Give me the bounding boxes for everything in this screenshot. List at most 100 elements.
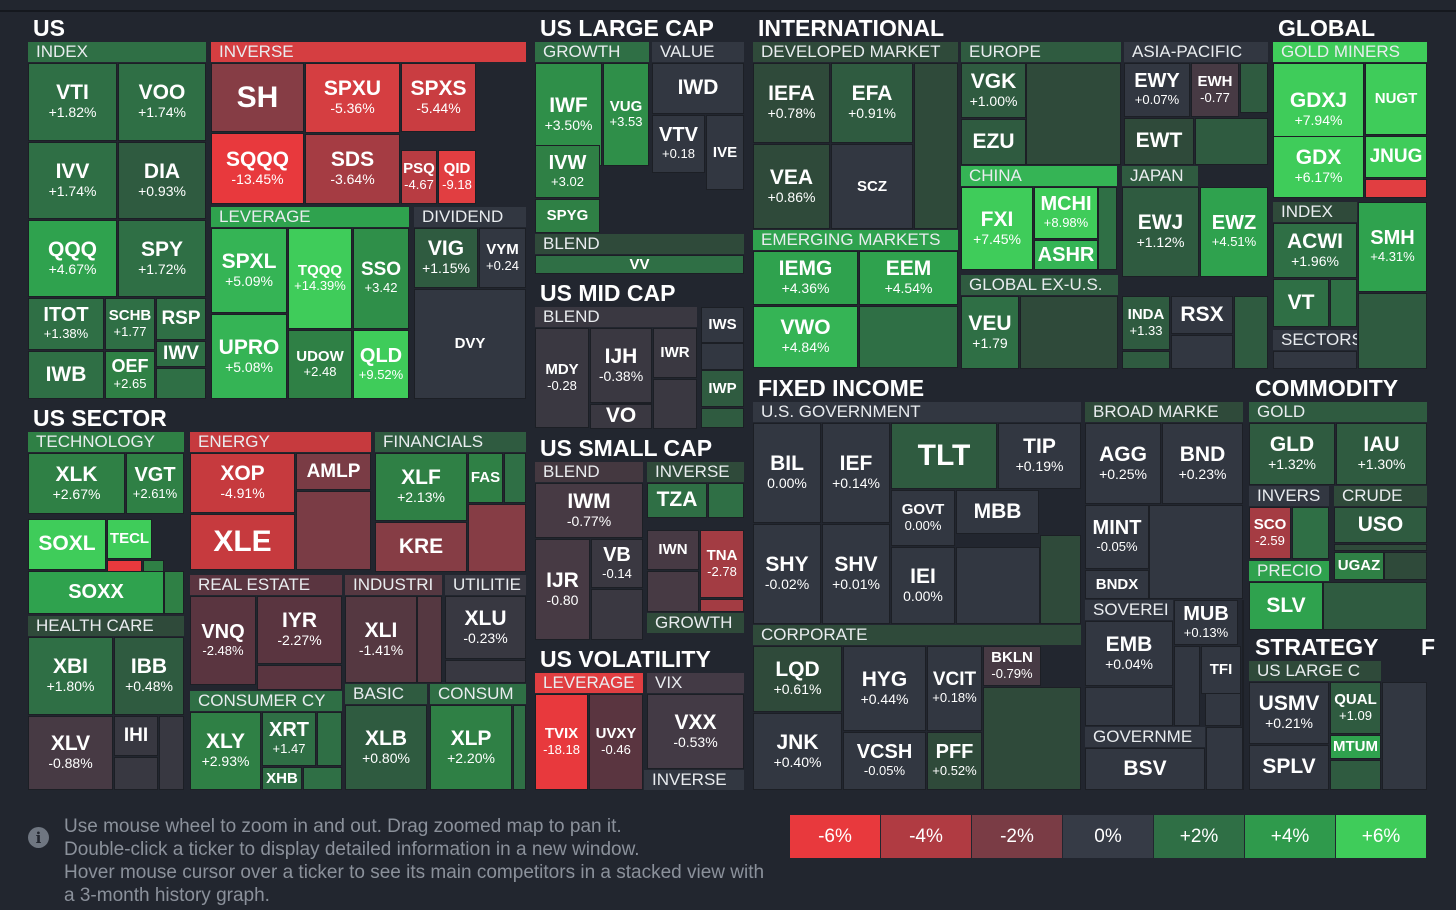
group-header-asia-pacific[interactable]: ASIA-PACIFIC <box>1124 42 1268 62</box>
ticker-tile-ewz[interactable]: EWZ +4.51% <box>1200 187 1268 277</box>
ticker-tile-ezu[interactable]: EZU <box>961 119 1026 165</box>
ticker-tile-mdy[interactable]: MDY -0.28 <box>535 328 589 428</box>
group-header-consum[interactable]: CONSUM <box>430 684 526 704</box>
ticker-tile-vti[interactable]: VTI +1.82% <box>28 63 117 141</box>
ticker-tile-xlv[interactable]: XLV -0.88% <box>28 716 113 790</box>
ticker-tile-iwv[interactable]: IWV <box>156 341 206 367</box>
ticker-tile-xop[interactable]: XOP -4.91% <box>190 453 295 513</box>
ticker-tile-mtum[interactable]: MTUM <box>1330 735 1381 759</box>
ticker-tile-smh[interactable]: SMH +4.31% <box>1358 202 1427 292</box>
ticker-tile-xlk[interactable]: XLK +2.67% <box>28 453 125 514</box>
ticker-tile-acwi[interactable]: ACWI +1.96% <box>1273 223 1357 278</box>
ticker-tile-tvix[interactable]: TVIX -18.18 <box>535 694 588 790</box>
ticker-tile-ibb[interactable]: IBB +0.48% <box>114 637 184 715</box>
group-header-consumer-cy[interactable]: CONSUMER CY <box>190 691 342 711</box>
ticker-tile-udow[interactable]: UDOW +2.48 <box>288 330 352 399</box>
ticker-tile-tlt[interactable]: TLT <box>891 423 997 489</box>
ticker-tile-xlb[interactable]: XLB +0.80% <box>345 705 427 790</box>
ticker-tile-lqd[interactable]: LQD +0.61% <box>753 646 842 712</box>
ticker-tile-xle[interactable]: XLE <box>190 514 295 570</box>
ticker-tile-qqq[interactable]: QQQ +4.67% <box>28 220 117 297</box>
group-header-governme[interactable]: GOVERNME <box>1085 727 1205 747</box>
ticker-tile-bkln[interactable]: BKLN -0.79% <box>983 646 1041 686</box>
ticker-tile-scz[interactable]: SCZ <box>831 144 913 229</box>
ticker-tile-iwp[interactable]: IWP <box>701 370 744 407</box>
ticker-tile-iwr[interactable]: IWR <box>653 328 697 378</box>
group-header-index[interactable]: INDEX <box>28 42 206 62</box>
ticker-tile-xbi[interactable]: XBI +1.80% <box>28 637 113 715</box>
ticker-tile-fas[interactable]: FAS <box>468 453 503 503</box>
ticker-tile-fxi[interactable]: FXI +7.45% <box>961 187 1033 270</box>
ticker-tile-spxu[interactable]: SPXU -5.36% <box>305 63 400 133</box>
ticker-tile-upro[interactable]: UPRO +5.08% <box>211 314 287 399</box>
ticker-tile-sds[interactable]: SDS -3.64% <box>305 134 400 204</box>
ticker-tile-vb[interactable]: VB -0.14 <box>591 539 643 588</box>
ticker-tile-dvy[interactable]: DVY <box>414 289 526 399</box>
group-header-blend-lc[interactable]: BLEND <box>535 234 744 254</box>
ticker-tile-ief[interactable]: IEF +0.14% <box>822 423 890 523</box>
ticker-tile-xly[interactable]: XLY +2.93% <box>190 712 261 790</box>
ticker-tile-vv[interactable]: VV <box>535 255 744 274</box>
group-header-us-large-c[interactable]: US LARGE C <box>1249 661 1381 681</box>
ticker-tile-gdx[interactable]: GDX +6.17% <box>1273 136 1364 198</box>
group-header-index-g[interactable]: INDEX <box>1273 202 1357 222</box>
group-header-inverse-vol[interactable]: INVERSE <box>644 770 744 790</box>
ticker-tile-tza[interactable]: TZA <box>647 483 707 518</box>
ticker-tile-nugt[interactable]: NUGT <box>1365 63 1427 135</box>
ticker-tile-vnq[interactable]: VNQ -2.48% <box>190 596 256 685</box>
ticker-tile-iwd[interactable]: IWD <box>652 63 744 114</box>
group-header-gold[interactable]: GOLD <box>1249 402 1427 422</box>
ticker-tile-vwo[interactable]: VWO +4.84% <box>753 306 858 368</box>
ticker-tile-sco[interactable]: SCO -2.59 <box>1249 507 1291 559</box>
ticker-tile-ivw[interactable]: IVW +3.02 <box>535 145 600 198</box>
ticker-tile-sh[interactable]: SH <box>211 63 304 132</box>
group-header-invers-c[interactable]: INVERS <box>1249 486 1329 506</box>
ticker-tile-eem[interactable]: EEM +4.54% <box>859 251 958 305</box>
ticker-tile-hyg[interactable]: HYG +0.44% <box>843 646 926 731</box>
ticker-tile-qld[interactable]: QLD +9.52% <box>353 330 409 399</box>
ticker-tile-psq[interactable]: PSQ -4.67 <box>401 150 437 204</box>
group-header-health-care[interactable]: HEALTH CARE <box>28 616 184 636</box>
ticker-tile-kre[interactable]: KRE <box>375 522 467 572</box>
group-header-soverei[interactable]: SOVEREI <box>1085 600 1173 620</box>
ticker-tile-vtv[interactable]: VTV +0.18 <box>652 115 705 173</box>
ticker-tile-ihi[interactable]: IHI <box>114 716 158 756</box>
ticker-tile-agg[interactable]: AGG +0.25% <box>1085 423 1161 504</box>
ticker-tile-soxx[interactable]: SOXX <box>28 571 164 614</box>
ticker-tile-itot[interactable]: ITOT +1.38% <box>28 298 104 350</box>
group-header-growth-sc[interactable]: GROWTH <box>647 613 744 633</box>
ticker-tile-ewt[interactable]: EWT <box>1124 118 1194 165</box>
ticker-tile-shy[interactable]: SHY -0.02% <box>753 524 821 624</box>
ticker-tile-xrt[interactable]: XRT +1.47 <box>262 712 316 766</box>
ticker-tile-xhb[interactable]: XHB <box>262 767 302 790</box>
group-header-dividend[interactable]: DIVIDEND <box>414 207 526 227</box>
ticker-tile-ijr[interactable]: IJR -0.80 <box>535 539 590 640</box>
ticker-tile-ivv[interactable]: IVV +1.74% <box>28 142 117 219</box>
group-header-precio[interactable]: PRECIO <box>1249 561 1329 581</box>
ticker-tile-gld[interactable]: GLD +1.32% <box>1249 423 1335 485</box>
ticker-tile-spyg[interactable]: SPYG <box>535 199 600 233</box>
ticker-tile-veu[interactable]: VEU +1.79 <box>961 296 1019 369</box>
ticker-tile-schb[interactable]: SCHB +1.77 <box>105 298 155 350</box>
ticker-tile-iwm[interactable]: IWM -0.77% <box>535 483 643 538</box>
ticker-tile-iyr[interactable]: IYR -2.27% <box>257 596 342 664</box>
ticker-tile-mint[interactable]: MINT -0.05% <box>1085 505 1149 569</box>
ticker-tile-mchi[interactable]: MCHI +8.98% <box>1034 187 1098 239</box>
group-header-emerging[interactable]: EMERGING MARKETS <box>753 230 958 250</box>
ticker-tile-ijh[interactable]: IJH -0.38% <box>590 328 652 403</box>
group-header-gold-miners[interactable]: GOLD MINERS <box>1273 42 1427 62</box>
group-header-inverse-sc[interactable]: INVERSE <box>647 462 744 482</box>
ticker-tile-xlu[interactable]: XLU -0.23% <box>445 596 526 659</box>
ticker-tile-vea[interactable]: VEA +0.86% <box>753 144 830 229</box>
group-header-corporate[interactable]: CORPORATE <box>753 625 1081 645</box>
group-header-developed[interactable]: DEVELOPED MARKET <box>753 42 958 62</box>
ticker-tile-emb[interactable]: EMB +0.04% <box>1085 621 1173 686</box>
group-header-leverage[interactable]: LEVERAGE <box>211 207 409 227</box>
ticker-tile-tfi[interactable]: TFI <box>1201 646 1241 694</box>
ticker-tile-usmv[interactable]: USMV +0.21% <box>1249 682 1329 744</box>
ticker-tile-vxx[interactable]: VXX -0.53% <box>647 694 744 769</box>
ticker-tile-govt[interactable]: GOVT 0.00% <box>891 490 955 546</box>
group-header-financials[interactable]: FINANCIALS <box>375 432 526 452</box>
ticker-tile-spxl[interactable]: SPXL +5.09% <box>211 228 287 313</box>
group-header-industri[interactable]: INDUSTRI <box>345 575 442 595</box>
